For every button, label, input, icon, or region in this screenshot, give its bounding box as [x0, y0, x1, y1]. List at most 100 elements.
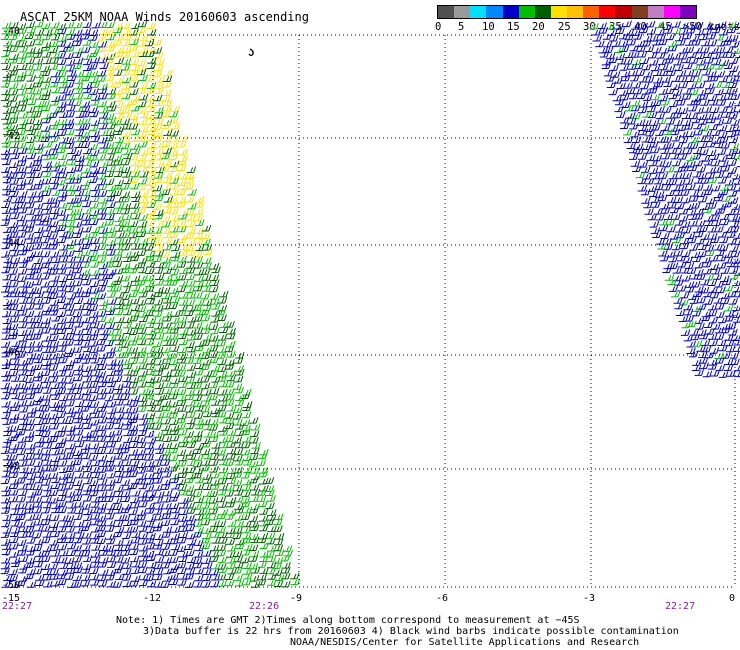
- wind-barb: [90, 536, 100, 544]
- wind-barb: [96, 358, 107, 366]
- wind-barb: [65, 28, 76, 36]
- lat-label: -48: [2, 461, 21, 472]
- wind-barb: [251, 441, 261, 449]
- wind-barb: [226, 562, 236, 569]
- wind-barb: [0, 94, 11, 102]
- wind-barb: [616, 111, 626, 118]
- wind-barb: [274, 513, 284, 521]
- wind-barb: [161, 220, 171, 228]
- wind-barb: [131, 94, 141, 102]
- wind-barb: [202, 334, 212, 341]
- wind-barb: [72, 356, 83, 364]
- wind-barb: [89, 573, 100, 581]
- wind-barb: [0, 447, 11, 454]
- wind-barb: [58, 275, 69, 282]
- wind-barb: [65, 249, 75, 257]
- wind-barb: [26, 459, 36, 466]
- wind-barb: [18, 386, 29, 394]
- wind-barb: [9, 244, 20, 251]
- wind-barb: [107, 358, 117, 366]
- wind-barb: [9, 225, 19, 233]
- wind-barb: [595, 40, 605, 48]
- wind-barb: [18, 459, 28, 467]
- wind-barb: [123, 362, 133, 370]
- wind-barb: [88, 170, 99, 178]
- wind-barb: [57, 543, 68, 551]
- wind-barb: [163, 489, 173, 497]
- wind-barb: [113, 249, 124, 256]
- wind-barb: [33, 257, 43, 264]
- wind-barb: [731, 280, 740, 287]
- wind-barb: [17, 230, 27, 238]
- wind-barb: [217, 296, 228, 304]
- wind-barb: [80, 135, 91, 143]
- wind-barb: [700, 99, 710, 106]
- wind-barb: [709, 263, 720, 270]
- wind-barb: [732, 317, 740, 323]
- wind-barb: [200, 352, 211, 360]
- wind-barb: [65, 370, 75, 377]
- wind-barb: [240, 513, 251, 520]
- wind-barb: [161, 530, 172, 538]
- wind-barb: [227, 508, 237, 516]
- wind-barb: [670, 290, 681, 298]
- wind-barb: [146, 105, 156, 112]
- colorbar-segment: [567, 6, 584, 18]
- wind-barb: [674, 218, 685, 226]
- wind-barb: [673, 58, 683, 66]
- wind-barb: [18, 63, 28, 71]
- wind-barb: [705, 249, 715, 257]
- wind-barb: [57, 129, 68, 136]
- wind-barb: [122, 251, 132, 258]
- wind-barb: [169, 494, 179, 502]
- wind-barb: [658, 249, 668, 257]
- wind-barb: [218, 531, 228, 539]
- wind-barb: [686, 130, 696, 138]
- wind-barb: [680, 220, 691, 228]
- wind-barb: [115, 442, 125, 450]
- wind-barb: [599, 50, 610, 58]
- wind-barb: [680, 164, 690, 172]
- wind-barb: [138, 34, 149, 42]
- wind-barb: [96, 506, 107, 514]
- wind-barb: [273, 525, 283, 532]
- wind-barb: [185, 449, 195, 456]
- wind-barb: [34, 302, 45, 310]
- wind-barb: [16, 304, 27, 311]
- wind-barb: [138, 290, 149, 298]
- wind-barb: [186, 417, 196, 425]
- wind-barb: [667, 201, 678, 209]
- wind-barb: [632, 165, 642, 173]
- wind-barb: [703, 75, 713, 82]
- wind-barb: [169, 219, 180, 227]
- wind-barb: [647, 111, 658, 119]
- wind-barb: [658, 38, 668, 46]
- wind-barb: [638, 75, 649, 83]
- wind-barb: [105, 329, 115, 336]
- wind-barb: [153, 340, 163, 348]
- wind-barb: [24, 244, 35, 252]
- wind-barb: [194, 227, 204, 234]
- wind-barb: [121, 262, 131, 270]
- wind-barb: [35, 574, 45, 581]
- wind-barb: [2, 39, 13, 47]
- wind-barb: [216, 448, 227, 456]
- colorbar-label: 30: [583, 21, 596, 33]
- wind-barb: [98, 92, 108, 100]
- wind-barb: [32, 110, 43, 118]
- wind-barb: [49, 322, 59, 330]
- wind-barb: [137, 106, 147, 114]
- wind-barb: [249, 416, 259, 424]
- wind-barb: [65, 465, 75, 472]
- wind-barb: [48, 375, 59, 383]
- wind-barb: [682, 226, 692, 234]
- wind-barb: [25, 302, 36, 310]
- wind-barb: [630, 160, 641, 167]
- wind-barb: [714, 333, 725, 340]
- wind-barb: [114, 539, 124, 546]
- wind-barb: [89, 401, 100, 408]
- wind-barb: [107, 380, 117, 388]
- wind-barb: [81, 218, 91, 226]
- wind-barb: [98, 146, 109, 154]
- wind-barb: [178, 428, 188, 436]
